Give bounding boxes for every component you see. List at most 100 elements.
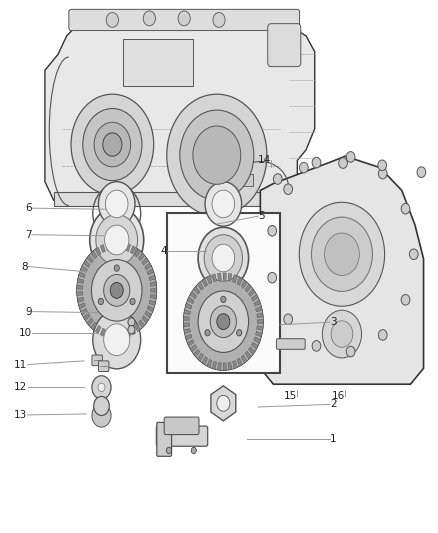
Bar	[123, 38, 193, 86]
Circle shape	[93, 311, 141, 369]
Circle shape	[217, 395, 230, 411]
Circle shape	[339, 158, 347, 168]
Circle shape	[284, 314, 293, 325]
Polygon shape	[91, 251, 97, 259]
Polygon shape	[260, 156, 424, 384]
Circle shape	[204, 235, 243, 281]
Text: 9: 9	[25, 306, 32, 317]
FancyBboxPatch shape	[276, 338, 305, 349]
Polygon shape	[228, 273, 232, 281]
Polygon shape	[77, 292, 83, 296]
Polygon shape	[187, 297, 194, 304]
Circle shape	[205, 182, 242, 226]
Polygon shape	[207, 276, 212, 284]
Polygon shape	[106, 330, 110, 338]
Polygon shape	[190, 292, 197, 299]
Circle shape	[212, 190, 235, 217]
Polygon shape	[95, 247, 101, 255]
Circle shape	[104, 274, 130, 306]
Circle shape	[90, 207, 144, 273]
Circle shape	[143, 11, 155, 26]
Polygon shape	[198, 282, 204, 290]
Polygon shape	[187, 340, 194, 346]
Polygon shape	[150, 281, 156, 286]
Polygon shape	[131, 246, 136, 254]
Circle shape	[378, 160, 387, 171]
Circle shape	[273, 174, 282, 184]
Polygon shape	[241, 280, 247, 288]
Circle shape	[299, 203, 385, 306]
Polygon shape	[77, 285, 83, 289]
Text: 6: 6	[25, 203, 32, 213]
Polygon shape	[117, 241, 120, 249]
Circle shape	[106, 190, 128, 217]
FancyBboxPatch shape	[92, 355, 102, 366]
Polygon shape	[257, 326, 263, 330]
Polygon shape	[83, 260, 90, 268]
Polygon shape	[257, 313, 263, 318]
Circle shape	[378, 168, 387, 179]
Circle shape	[104, 324, 130, 356]
Circle shape	[184, 273, 263, 370]
Polygon shape	[145, 311, 152, 318]
Polygon shape	[202, 357, 208, 365]
Polygon shape	[145, 263, 152, 270]
Circle shape	[77, 241, 157, 339]
Polygon shape	[111, 241, 115, 249]
Circle shape	[96, 215, 138, 265]
Text: 5: 5	[258, 211, 265, 221]
Circle shape	[92, 376, 111, 399]
Polygon shape	[95, 325, 101, 334]
Polygon shape	[198, 353, 204, 361]
Circle shape	[103, 133, 122, 156]
FancyBboxPatch shape	[156, 426, 208, 446]
Polygon shape	[83, 313, 90, 321]
Polygon shape	[194, 286, 200, 294]
Polygon shape	[185, 334, 192, 340]
Circle shape	[114, 265, 119, 271]
Circle shape	[346, 151, 355, 162]
Polygon shape	[78, 272, 85, 278]
Polygon shape	[100, 245, 105, 253]
Polygon shape	[223, 273, 226, 280]
Text: 8: 8	[21, 262, 28, 271]
Text: 16: 16	[332, 391, 345, 401]
Circle shape	[312, 341, 321, 351]
FancyBboxPatch shape	[157, 422, 172, 456]
Polygon shape	[254, 300, 261, 306]
Polygon shape	[149, 275, 155, 281]
Circle shape	[331, 321, 353, 348]
Polygon shape	[245, 284, 251, 292]
Polygon shape	[251, 294, 258, 301]
Circle shape	[100, 193, 133, 233]
Polygon shape	[194, 349, 200, 357]
Polygon shape	[81, 265, 88, 272]
Polygon shape	[149, 300, 155, 306]
Polygon shape	[184, 316, 190, 320]
Circle shape	[401, 204, 410, 214]
Circle shape	[198, 291, 249, 352]
Polygon shape	[251, 342, 258, 349]
Text: 10: 10	[19, 328, 32, 338]
Circle shape	[300, 163, 308, 173]
Polygon shape	[134, 249, 141, 257]
Polygon shape	[150, 294, 156, 299]
Text: 14: 14	[258, 156, 271, 165]
Polygon shape	[218, 273, 221, 281]
Circle shape	[311, 217, 372, 292]
Polygon shape	[81, 308, 88, 315]
Circle shape	[410, 249, 418, 260]
Polygon shape	[121, 331, 125, 338]
Polygon shape	[121, 242, 125, 250]
Circle shape	[378, 329, 387, 340]
Circle shape	[106, 12, 118, 27]
Circle shape	[167, 94, 267, 216]
Circle shape	[92, 404, 111, 427]
Circle shape	[268, 225, 276, 236]
Circle shape	[193, 126, 241, 184]
Circle shape	[128, 318, 135, 326]
FancyBboxPatch shape	[99, 361, 109, 372]
Circle shape	[128, 326, 135, 334]
Polygon shape	[147, 305, 154, 312]
Text: 7: 7	[25, 230, 32, 240]
